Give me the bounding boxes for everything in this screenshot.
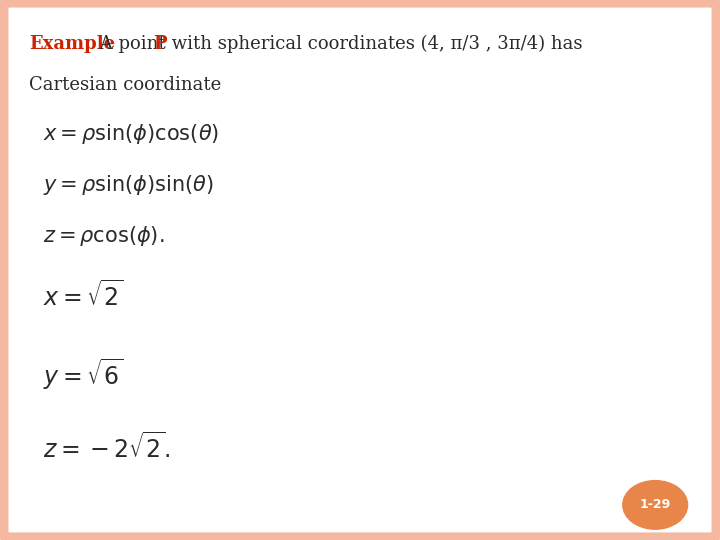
Text: $z = \rho\cos(\phi).$: $z = \rho\cos(\phi).$ — [43, 224, 165, 248]
Text: with spherical coordinates (4, π/3 , 3π/4) has: with spherical coordinates (4, π/3 , 3π/… — [166, 35, 582, 53]
Text: $x = \rho\sin(\phi)\cos(\theta)$: $x = \rho\sin(\phi)\cos(\theta)$ — [43, 122, 220, 145]
Text: 1-29: 1-29 — [639, 498, 671, 511]
Text: A point: A point — [94, 35, 171, 53]
Circle shape — [623, 481, 688, 529]
Text: P: P — [153, 35, 166, 53]
Text: $x = \sqrt{2}$: $x = \sqrt{2}$ — [43, 281, 123, 312]
Text: $y = \sqrt{6}$: $y = \sqrt{6}$ — [43, 356, 123, 392]
Text: Cartesian coordinate: Cartesian coordinate — [29, 76, 221, 93]
FancyBboxPatch shape — [4, 3, 716, 537]
Text: $z = -2\sqrt{2}.$: $z = -2\sqrt{2}.$ — [43, 432, 170, 463]
Text: $y = \rho\sin(\phi)\sin(\theta)$: $y = \rho\sin(\phi)\sin(\theta)$ — [43, 173, 214, 197]
Text: Example: Example — [29, 35, 115, 53]
